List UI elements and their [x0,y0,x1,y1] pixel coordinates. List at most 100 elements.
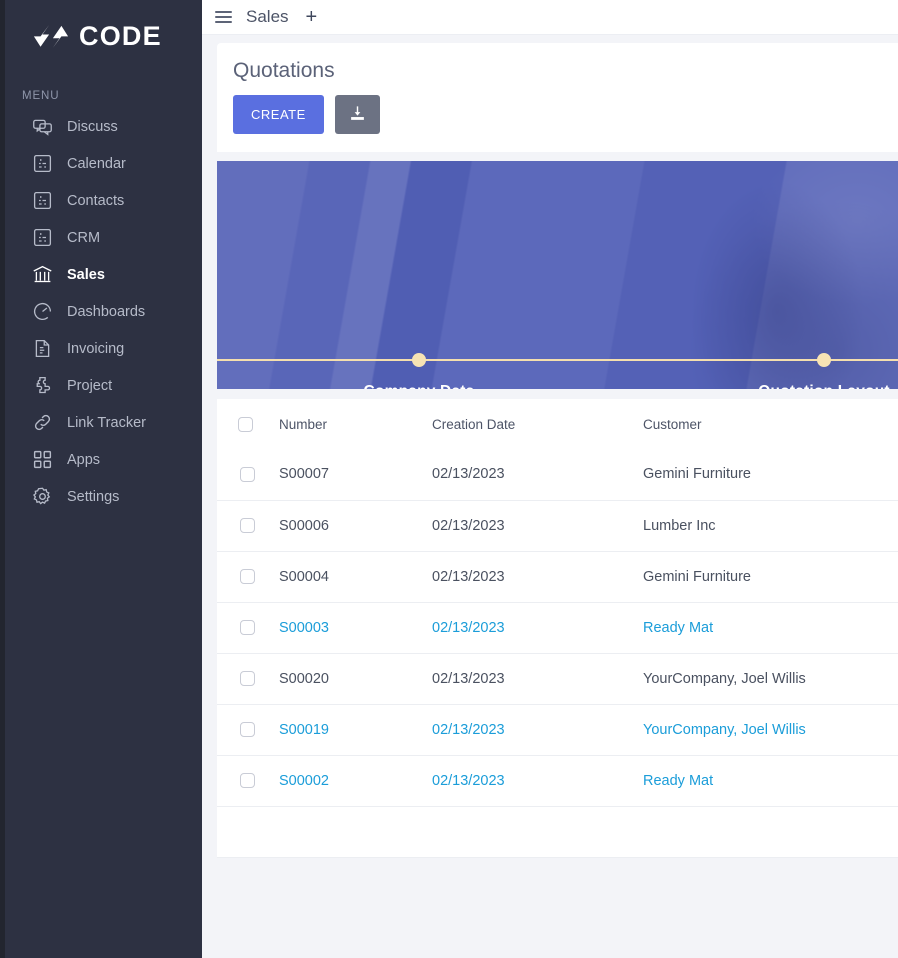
sidebar-item-label: Discuss [67,118,118,135]
row-select-cell [217,500,279,552]
sidebar-item-label: Contacts [67,192,125,209]
apps-grid-icon [32,449,53,470]
cell-number: S00004 [279,551,432,603]
create-button[interactable]: CREATE [233,95,324,134]
banner-step-dot-1[interactable] [412,353,426,367]
banner-color-overlay [217,161,898,389]
cell-date: 02/13/2023 [432,755,643,807]
row-checkbox[interactable] [240,466,255,482]
sidebar-item-label: Link Tracker [67,414,146,431]
control-panel: Quotations CREATE [217,43,898,152]
cell-date: 02/13/2023 [432,449,643,501]
cell-customer: Lumber Inc [643,500,898,552]
link-icon [32,412,53,433]
sidebar-item-crm[interactable]: CRM [5,219,202,256]
sidebar-item-label: Invoicing [67,340,125,357]
cell-number: S00020 [279,653,432,705]
sidebar-item-apps[interactable]: Apps [5,441,202,478]
table-row[interactable]: S00020 02/13/2023 YourCompany, Joel Will… [217,653,898,705]
row-checkbox[interactable] [240,569,255,584]
sidebar-item-dashboards[interactable]: Dashboards [5,293,202,330]
table-row[interactable]: S00007 02/13/2023 Gemini Furniture [217,449,898,501]
cell-date: 02/13/2023 [432,602,643,654]
sidebar-item-settings[interactable]: Settings [5,478,202,515]
empty-cell [217,806,279,858]
brand-name: CODE [79,20,162,51]
sidebar-item-contacts[interactable]: Contacts [5,182,202,219]
gear-icon [32,486,53,507]
column-header-customer[interactable]: Customer [643,416,702,432]
hamburger-icon[interactable] [215,10,232,24]
empty-cell [432,806,643,858]
sidebar-item-project[interactable]: Project [5,367,202,404]
sidebar-item-calendar[interactable]: Calendar [5,145,202,182]
step-title: Company Data [279,383,559,389]
row-select-cell [217,755,279,807]
cell-number: S00007 [279,449,432,501]
sidebar-item-sales[interactable]: Sales [5,256,202,293]
download-tray-icon [349,105,366,125]
cell-customer: Gemini Furniture [643,551,898,603]
table-row[interactable]: S00006 02/13/2023 Lumber Inc [217,500,898,552]
empty-cell [643,806,898,858]
cell-number: S00019 [279,704,432,756]
sales-icon [32,264,53,285]
row-checkbox[interactable] [240,518,255,533]
contacts-icon [32,190,53,211]
select-all-checkbox[interactable] [238,416,253,432]
sidebar-item-invoicing[interactable]: Invoicing [5,330,202,367]
sidebar-menu-label: MENU [22,90,60,102]
cell-number: S00006 [279,500,432,552]
add-tab-button[interactable]: + [305,6,318,28]
column-header-creation-date[interactable]: Creation Date [432,416,516,432]
banner-step-dot-2[interactable] [817,353,831,367]
sidebar-item-label: Calendar [67,155,126,172]
row-select-cell [217,704,279,756]
cell-number: S00002 [279,755,432,807]
row-checkbox[interactable] [240,671,255,686]
cell-date: 02/13/2023 [432,653,643,705]
quotations-table-card: Number Creation Date Customer S00007 02/… [217,399,898,858]
cell-customer: Gemini Furniture [643,449,898,501]
topbar: Sales + [202,0,898,35]
cell-customer: YourCompany, Joel Willis [643,704,898,756]
action-button-row: CREATE [233,95,898,134]
sidebar-item-label: Project [67,377,113,394]
banner-step-company-data: Company Data Set your company's data for… [279,383,559,389]
table-row[interactable]: S00003 02/13/2023 Ready Mat [217,602,898,654]
sidebar-item-label: Apps [67,451,101,468]
sidebar-item-discuss[interactable]: Discuss [5,108,202,145]
row-checkbox[interactable] [240,620,255,635]
step-title: Quotation Layout [684,383,898,389]
cell-number: S00003 [279,602,432,654]
page-title: Quotations [233,59,335,82]
brand[interactable]: CODE [5,0,202,72]
table-header: Number Creation Date Customer [217,399,898,449]
banner-step-quotation-layout: Quotation Layout Customize the look of y… [684,383,898,389]
cell-customer: Ready Mat [643,602,898,654]
cell-customer: Ready Mat [643,755,898,807]
table-row[interactable]: S00002 02/13/2023 Ready Mat [217,755,898,807]
quotations-table: Number Creation Date Customer S00007 02/… [217,399,898,858]
table-body: S00007 02/13/2023 Gemini Furniture S0000… [217,449,898,858]
sidebar-item-link-tracker[interactable]: Link Tracker [5,404,202,441]
table-row[interactable]: S00019 02/13/2023 YourCompany, Joel Will… [217,704,898,756]
import-button[interactable] [334,95,380,134]
cell-date: 02/13/2023 [432,500,643,552]
row-select-cell [217,449,279,501]
row-checkbox[interactable] [240,722,255,737]
crm-icon [32,227,53,248]
cell-date: 02/13/2023 [432,551,643,603]
row-select-cell [217,653,279,705]
project-icon [32,375,53,396]
onboarding-banner: Company Data Set your company's data for… [217,161,898,389]
main-content: Quotations CREATE Co [202,35,898,958]
table-row[interactable]: S00004 02/13/2023 Gemini Furniture [217,551,898,603]
window-edge-strip [0,0,5,958]
table-empty-row [217,806,898,858]
empty-cell [279,806,432,858]
sidebar: CODE MENU Discuss Calendar [5,0,202,958]
column-header-number[interactable]: Number [279,416,328,432]
row-checkbox[interactable] [240,773,255,788]
